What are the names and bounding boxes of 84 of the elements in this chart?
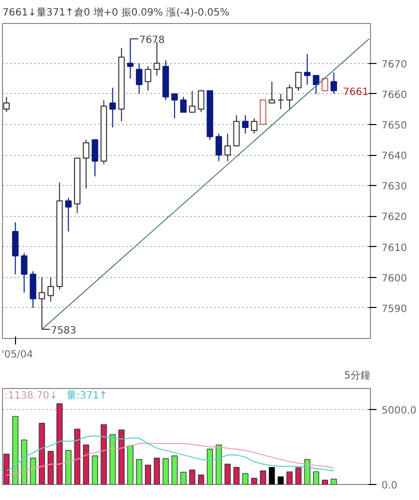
annotation: 7661 [343,86,369,98]
candlestick [286,84,293,110]
bar [83,444,90,484]
candlestick [216,133,222,162]
bar [30,458,36,484]
bar [154,458,160,484]
bar [144,464,152,484]
bar [251,478,258,484]
candlestick [250,118,258,134]
annotation: 7583 [50,325,76,336]
bar [206,448,213,484]
y-tick-label: 7640 [382,151,407,162]
bar [110,434,116,484]
y-tick-label: 7660 [382,90,407,101]
bar [48,451,54,484]
candlestick [136,62,142,94]
bar [12,416,18,484]
candlestick [82,139,90,190]
candlestick [144,66,152,92]
text: 5分鐘 [344,370,371,382]
candlestick [189,90,196,113]
y-tick-label: 5000.0 [382,406,416,416]
bar [286,471,293,484]
candlestick [180,96,187,113]
y-tick-label: 7620 [382,212,407,224]
y-tick-label: 7650 [382,120,407,132]
bar [92,456,98,484]
annotation: :1138.70↓ [4,390,58,402]
x-tick-label: '05/04 [1,350,34,360]
bar [313,471,320,484]
bar [118,430,125,484]
candlestick [295,72,302,92]
candlestick [198,90,204,113]
y-tick-label: 7600 [382,273,407,284]
bar [100,424,107,484]
line-series [6,435,334,472]
bar [3,454,10,484]
candlestick [242,114,249,134]
candlestick [312,74,320,94]
candlestick [3,96,10,113]
y-tick-label: 7590 [382,304,407,315]
candlestick [65,197,72,232]
bar [162,458,169,484]
bar [233,466,240,484]
bar [127,446,134,484]
bar [295,467,302,484]
candlestick [92,139,98,177]
y-tick-label: 7630 [382,182,407,193]
candlestick [127,38,134,80]
bar [65,450,72,484]
bar [189,470,196,484]
bar [180,472,186,484]
candlestick [171,93,178,119]
bar [268,466,275,484]
candlestick [268,81,276,104]
candlestick [20,252,28,294]
candlestick [109,87,116,128]
bar [330,478,337,484]
y-tick-label: 7610 [382,242,407,254]
candlestick [322,78,328,92]
candlestick [330,72,338,94]
candlestick [47,276,54,302]
candlestick [304,54,310,86]
bar [198,474,204,484]
bar [74,428,80,484]
bar [278,476,284,484]
chart-subtitle: 7661↓量371↑倉0 增+0 振0.09% 漲(-4)-0.05% [2,6,230,18]
bar [136,459,142,484]
candlestick [224,133,231,162]
bar [322,480,328,484]
y-tick-label: 0.0 [382,480,398,492]
line-series [6,443,334,476]
bar [224,464,231,484]
bar [172,456,178,484]
bar [38,422,45,484]
bar [242,473,248,484]
annotation: 7678 [139,34,165,46]
candlestick [277,93,284,110]
bar [21,440,28,484]
bar [260,470,266,484]
y-tick-label: 7670 [382,59,407,70]
annotation: 量:371↑ [66,390,108,402]
bar [216,444,222,484]
bar [56,403,63,484]
